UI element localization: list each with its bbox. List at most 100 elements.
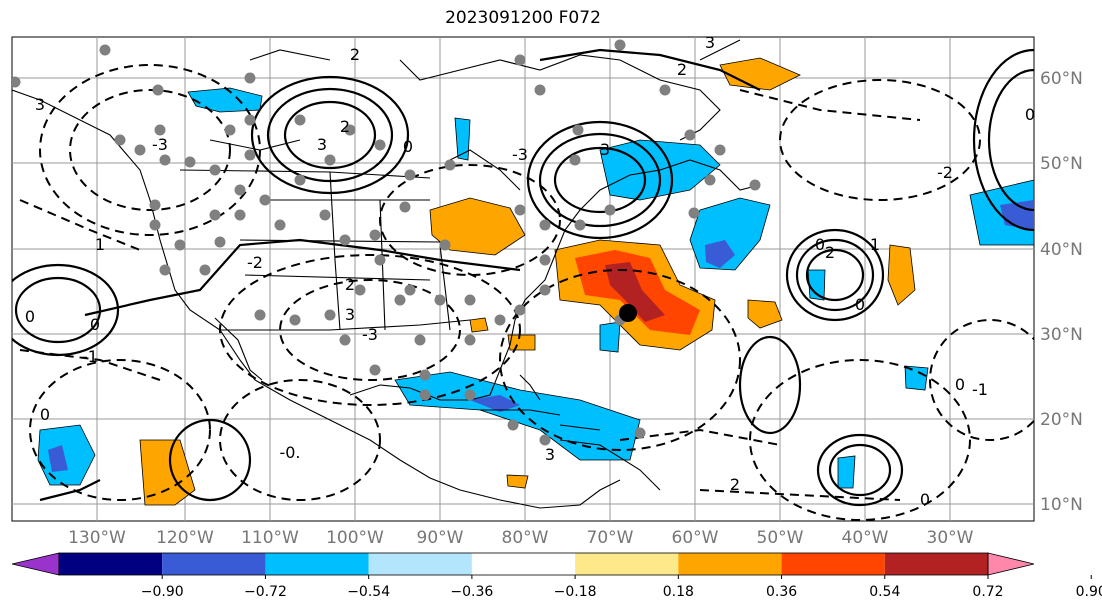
colorbar-tick-label: −0.54 (347, 584, 390, 600)
contour-label: 0 (955, 375, 965, 394)
station-dot (434, 294, 446, 306)
station-dot (539, 254, 551, 266)
station-dot (224, 124, 236, 136)
station-dot (339, 334, 351, 346)
contour-label: 3 (317, 135, 327, 154)
station-dot (394, 294, 406, 306)
longitude-label: 110°W (241, 528, 299, 548)
station-dot (114, 134, 126, 146)
contour-label: -2 (937, 163, 953, 182)
station-dot (319, 209, 331, 221)
station-dot (539, 284, 551, 296)
station-dot (184, 156, 196, 168)
contour-label: 2 (340, 117, 350, 136)
contour-label: -3 (362, 325, 378, 344)
station-dot (274, 219, 286, 231)
station-dot (604, 204, 616, 216)
station-dot (404, 284, 416, 296)
longitude-label: 40°W (842, 528, 889, 548)
station-dot (154, 124, 166, 136)
station-dot (404, 169, 416, 181)
colorbar-tick-label: 0.90 (1076, 584, 1102, 600)
longitude-label: 90°W (417, 528, 464, 548)
station-dot (464, 334, 476, 346)
station-dot (369, 364, 381, 376)
longitude-label: 100°W (326, 528, 384, 548)
station-dot (134, 144, 146, 156)
station-dot (574, 219, 586, 231)
station-dot (534, 84, 546, 96)
colorbar-tick-label: 0.54 (869, 584, 900, 600)
contour-label: -0. (279, 443, 300, 462)
station-dot (464, 294, 476, 306)
colorbar-right-extension (987, 552, 1035, 576)
station-dot (369, 229, 381, 241)
contour-label: 0 (815, 235, 825, 254)
contour-label: 2 (825, 243, 835, 262)
colorbar-tick-label: −0.18 (554, 584, 597, 600)
map-title: 2023091200 F072 (445, 8, 601, 28)
contour-label: 0 (920, 490, 930, 509)
contour-label: 0 (1025, 105, 1035, 124)
dashed-contour-lines (19, 64, 1034, 521)
station-dot (149, 199, 161, 211)
station-dot (199, 264, 211, 276)
colorbar: −0.90 −0.72 −0.54 −0.36 −0.18 0.18 0.36 0.54 0.7… (11, 552, 1102, 600)
station-dot (339, 234, 351, 246)
colorbar-left-extension (11, 552, 60, 576)
station-dot (684, 129, 696, 141)
contour-label: -1 (972, 380, 988, 399)
longitude-labels: 130°W 120°W 110°W 100°W 90°W 80°W 70°W 60°W 50°W… (68, 528, 974, 548)
station-dot (374, 139, 386, 151)
contour-label: 2 (677, 60, 687, 79)
station-dot (289, 314, 301, 326)
station-dot (244, 72, 256, 84)
longitude-label: 120°W (156, 528, 214, 548)
contour-label: -3 (512, 145, 528, 164)
colorbar-outline (58, 552, 989, 576)
contour-label: -3 (152, 135, 168, 154)
station-dot (714, 144, 726, 156)
station-dot (614, 39, 626, 51)
contour-label: 0 (40, 405, 50, 424)
colorbar-swatch (678, 553, 782, 575)
station-dot (99, 44, 111, 56)
station-dot (354, 284, 366, 296)
contour-label: 3 (705, 33, 715, 52)
station-dot (494, 314, 506, 326)
latitude-label: 20°N (1040, 410, 1083, 430)
station-dot (439, 239, 451, 251)
station-dot (234, 209, 246, 221)
station-dot (254, 309, 266, 321)
colorbar-swatch (781, 553, 885, 575)
latitude-label: 10°N (1040, 495, 1083, 515)
contour-label: 2 (730, 475, 740, 494)
station-dot (539, 219, 551, 231)
contour-label: -1 (82, 347, 98, 366)
station-dot (399, 201, 411, 213)
station-dot (514, 204, 526, 216)
station-dot (152, 84, 164, 96)
latitude-labels: 60°N 50°N 40°N 30°N 20°N 10°N (1040, 69, 1083, 515)
station-dot (209, 164, 221, 176)
station-dot (414, 334, 426, 346)
station-dot (572, 124, 584, 136)
station-dot (659, 84, 671, 96)
station-dot (444, 159, 456, 171)
station-dot (159, 154, 171, 166)
contour-label: 3 (545, 445, 555, 464)
contour-label: 1 (870, 235, 880, 254)
station-dot (514, 304, 526, 316)
station-dot (749, 179, 761, 191)
station-dot (209, 209, 221, 221)
contour-label: 2 (345, 275, 355, 294)
station-dot (294, 114, 306, 126)
station-dot (507, 419, 519, 431)
longitude-label: 50°W (757, 528, 804, 548)
storm-center-marker (619, 304, 637, 322)
colorbar-tick-label: 0.72 (972, 584, 1003, 600)
longitude-label: 130°W (68, 528, 126, 548)
station-dot (464, 389, 476, 401)
colorbar-swatch (162, 553, 266, 575)
